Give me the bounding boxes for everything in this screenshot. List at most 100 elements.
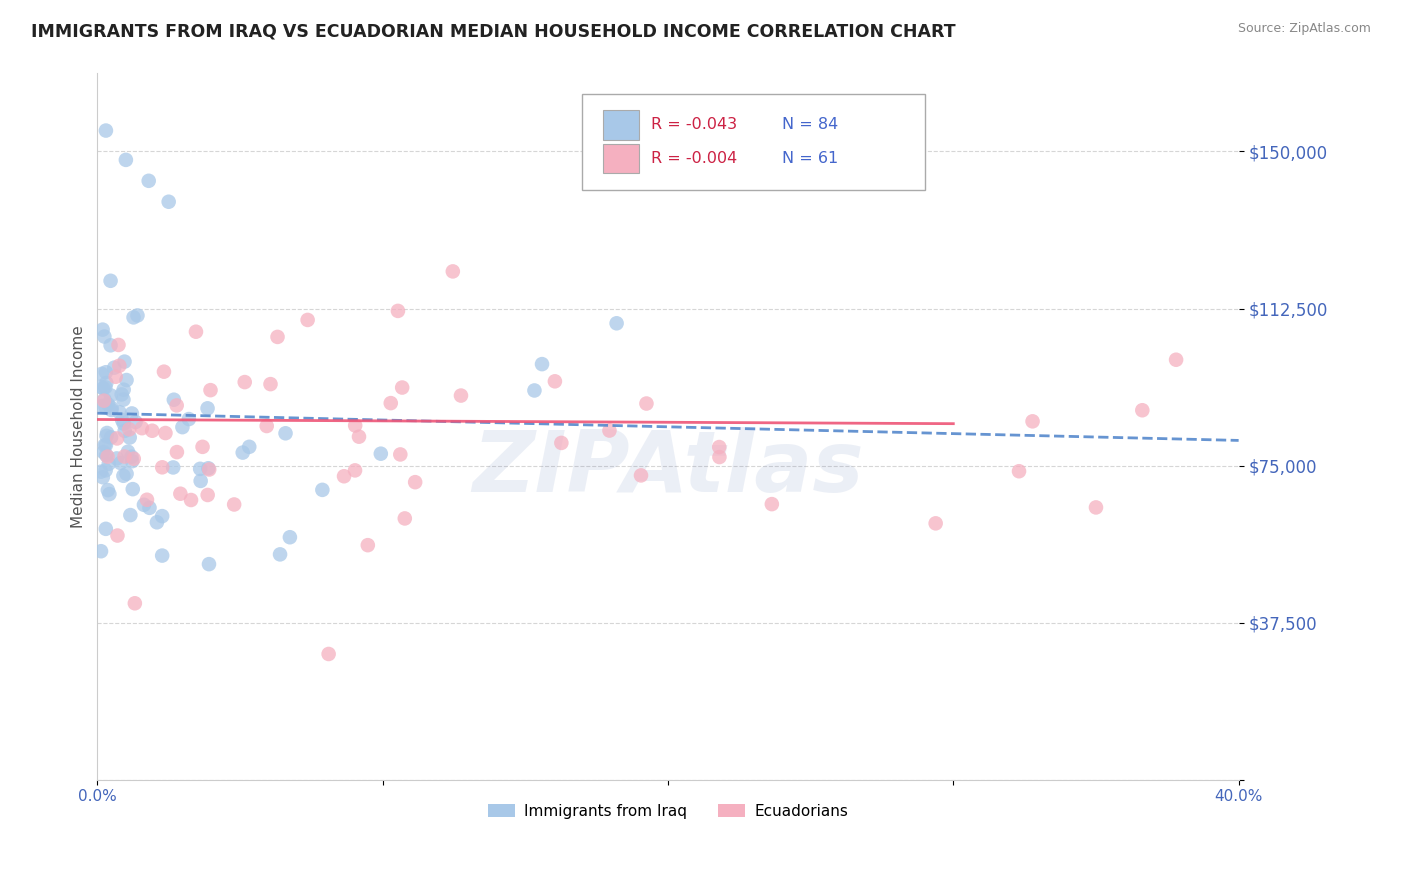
Text: R = -0.004: R = -0.004 (651, 151, 737, 166)
Point (169, 487, 191, 501)
Point (274, 426, 297, 441)
Point (177, 412, 200, 426)
Point (107, 338, 129, 352)
Point (389, 447, 412, 461)
Point (198, 462, 221, 476)
Point (150, 460, 173, 475)
Point (114, 450, 136, 464)
Point (93, 329, 115, 343)
Point (344, 463, 367, 477)
Point (121, 407, 143, 421)
Point (357, 538, 380, 552)
Point (163, 392, 186, 407)
Point (91, 470, 114, 484)
Point (141, 424, 163, 438)
Point (131, 421, 153, 435)
Point (153, 365, 176, 379)
Point (318, 647, 340, 661)
Point (157, 194, 180, 209)
Point (347, 430, 370, 444)
Point (523, 384, 546, 398)
Point (94, 365, 117, 379)
Text: N = 61: N = 61 (782, 151, 838, 166)
Point (1164, 352, 1187, 367)
Point (90, 544, 112, 558)
Point (104, 369, 127, 384)
Point (630, 468, 652, 483)
Point (544, 374, 567, 388)
Point (172, 420, 194, 434)
Point (450, 388, 472, 402)
Point (112, 468, 135, 483)
Point (100, 401, 122, 415)
Point (184, 325, 207, 339)
Point (191, 440, 214, 454)
Text: IMMIGRANTS FROM IRAQ VS ECUADORIAN MEDIAN HOUSEHOLD INCOME CORRELATION CHART: IMMIGRANTS FROM IRAQ VS ECUADORIAN MEDIA… (31, 22, 956, 40)
Text: ZIPAtlas: ZIPAtlas (472, 427, 863, 510)
Point (391, 380, 413, 394)
Point (112, 383, 135, 397)
Point (96, 425, 118, 440)
Point (344, 418, 367, 433)
Point (115, 467, 138, 481)
Point (127, 309, 149, 323)
Point (105, 451, 128, 466)
Point (924, 516, 946, 531)
Point (100, 338, 122, 352)
Point (93, 445, 115, 459)
Legend: Immigrants from Iraq, Ecuadorians: Immigrants from Iraq, Ecuadorians (481, 797, 855, 825)
Point (162, 460, 184, 475)
Point (550, 436, 572, 450)
Point (146, 516, 169, 530)
Point (394, 511, 416, 525)
Point (121, 454, 143, 468)
Point (93, 393, 115, 408)
Point (97, 397, 120, 411)
Point (122, 451, 145, 466)
Point (108, 359, 131, 373)
Point (709, 440, 731, 454)
Point (709, 450, 731, 464)
Point (598, 424, 620, 438)
Point (97, 450, 120, 464)
Point (370, 447, 392, 461)
Point (93, 438, 115, 452)
Point (100, 274, 122, 288)
Text: R = -0.043: R = -0.043 (651, 117, 737, 132)
FancyBboxPatch shape (582, 95, 925, 190)
Point (111, 413, 134, 427)
Point (197, 401, 219, 416)
Point (112, 392, 135, 407)
Y-axis label: Median Household Income: Median Household Income (72, 325, 86, 528)
Point (150, 549, 173, 563)
Point (150, 509, 173, 524)
Point (124, 415, 146, 429)
Point (441, 264, 464, 278)
Point (91, 381, 114, 395)
Point (138, 500, 160, 515)
Point (197, 488, 219, 502)
Point (1021, 414, 1043, 428)
Point (531, 357, 554, 371)
Point (269, 547, 291, 561)
Point (108, 405, 131, 419)
Point (297, 313, 319, 327)
Point (132, 498, 155, 512)
Point (200, 383, 222, 397)
Point (91, 399, 114, 413)
Point (238, 440, 260, 454)
Point (115, 373, 138, 387)
Point (90, 465, 112, 479)
Point (190, 474, 212, 488)
Point (636, 396, 658, 410)
Point (94, 380, 117, 394)
Point (136, 492, 159, 507)
Text: N = 84: N = 84 (782, 117, 838, 132)
Point (266, 330, 288, 344)
Point (94, 123, 117, 137)
Point (94, 438, 117, 452)
Point (117, 444, 139, 458)
Point (232, 445, 254, 459)
Point (121, 450, 143, 464)
Point (89, 380, 111, 394)
